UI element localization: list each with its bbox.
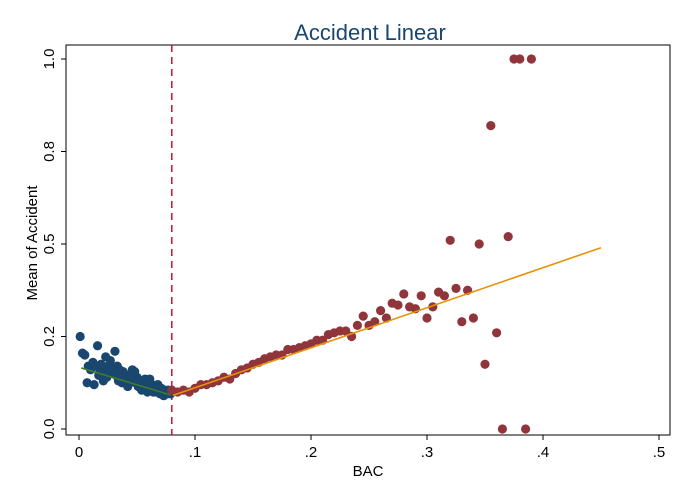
y-tick-label: 0.5 [41,234,58,255]
data-point [358,311,368,321]
data-point [474,239,484,249]
data-point [92,341,103,351]
x-tick-label: .2 [305,444,318,461]
y-axis: 0.0 0.2 0.5 0.8 1.0 [41,49,66,440]
y-tick-label: 0.0 [41,419,58,440]
fit-line [81,367,171,396]
fit-line [172,246,602,397]
data-point [89,380,99,390]
data-point [341,326,351,336]
data-point [376,306,386,316]
data-point [515,54,525,64]
data-point [486,121,496,131]
data-point [110,346,120,356]
x-tick-label: .1 [189,444,202,461]
y-tick-label: 0.8 [41,141,58,162]
data-point [416,291,426,301]
data-point [445,235,455,245]
data-point [399,289,409,299]
data-point [75,331,85,342]
x-tick-label: .5 [653,444,666,461]
x-axis: 0 .1 .2 .3 .4 .5 [75,435,665,461]
data-point [451,283,461,293]
y-tick-label: 0.2 [41,326,58,347]
data-point [468,313,478,323]
data-point [370,317,380,327]
data-point [105,355,115,366]
data-point [497,424,507,434]
x-tick-label: .4 [537,444,550,461]
chart-title: Accident Linear [294,20,446,45]
x-tick-label: .3 [421,444,434,461]
data-point [393,300,403,310]
data-point [422,313,432,323]
data-point [492,328,502,338]
y-tick-label: 1.0 [41,49,58,70]
plot-area [65,44,671,436]
data-point [457,317,467,327]
data-point [352,320,362,330]
fit-lines-layer [81,246,602,397]
data-point [439,291,449,301]
x-axis-label: BAC [353,463,384,480]
data-point [503,232,513,242]
data-point [480,359,490,369]
data-point [80,350,90,360]
y-axis-label: Mean of Accident [24,185,41,301]
data-point [521,424,531,434]
data-point [526,54,537,64]
data-point [82,378,92,388]
x-tick-label: 0 [75,444,83,461]
